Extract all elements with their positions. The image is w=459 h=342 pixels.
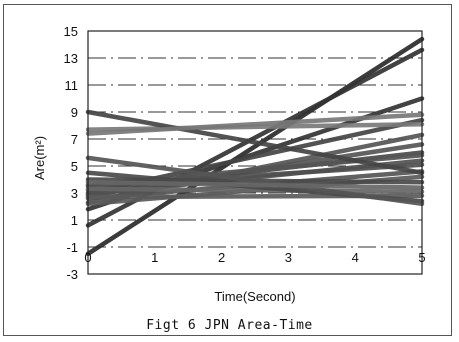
- y-tick-label-4: 5: [71, 159, 78, 174]
- figure-frame: [3, 4, 452, 336]
- x-tick-label-5: 5: [418, 250, 425, 265]
- y-tick-label-5: 7: [71, 132, 78, 147]
- x-tick-label-3: 3: [285, 250, 292, 265]
- y-axis-title: Are(m²): [32, 136, 47, 180]
- series-line-17: [85, 155, 425, 207]
- y-tick-label-0: -3: [66, 267, 78, 282]
- series-line-18: [85, 179, 425, 190]
- plot-area-border: [87, 30, 423, 275]
- series-line-1: [85, 36, 425, 257]
- y-tick-label-9: 15: [64, 24, 78, 39]
- series-layer: [85, 36, 425, 257]
- y-tick-label-3: 3: [71, 186, 78, 201]
- y-tick-label-1: -1: [66, 240, 78, 255]
- series-line-14: [85, 186, 425, 194]
- x-tick-label-1: 1: [151, 250, 158, 265]
- x-tick-labels: 0 1 2 3 4 5: [84, 250, 425, 265]
- series-line-21: [85, 112, 425, 136]
- x-tick-label-0: 0: [84, 250, 91, 265]
- figure-caption: Figt 6 JPN Area-Time: [146, 318, 313, 333]
- y-tick-label-7: 11: [65, 78, 79, 93]
- series-line-20: [85, 109, 425, 176]
- x-tick-label-4: 4: [352, 250, 359, 265]
- y-tick-label-2: 1: [71, 213, 78, 228]
- x-axis-title: Time(Second): [214, 289, 295, 304]
- y-tick-label-8: 13: [64, 51, 78, 66]
- x-tick-label-2: 2: [218, 250, 225, 265]
- y-tick-label-6: 9: [71, 105, 78, 120]
